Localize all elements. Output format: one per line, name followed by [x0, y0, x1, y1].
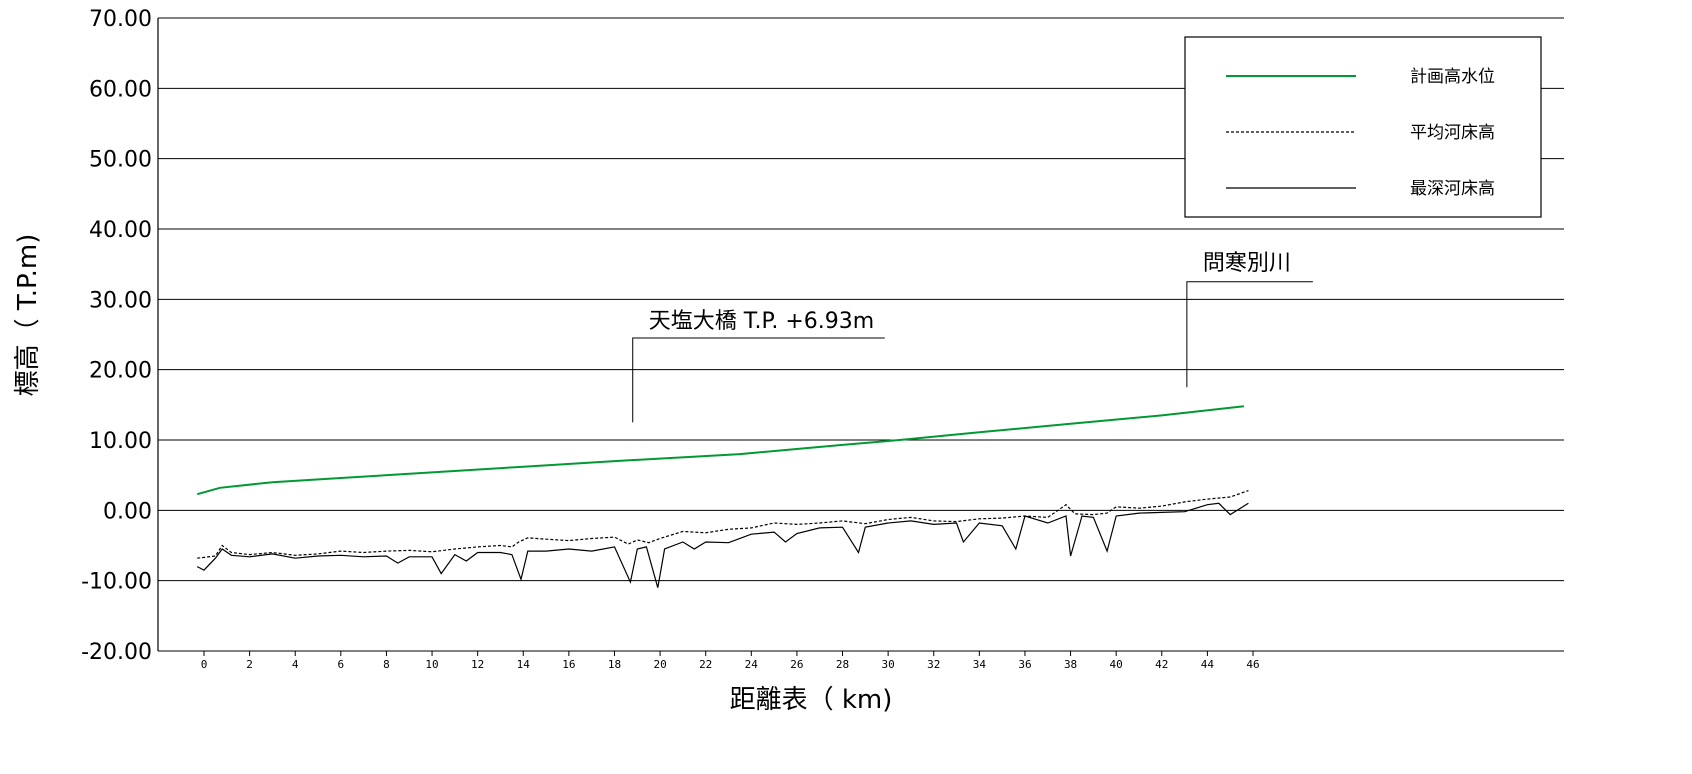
x-tick-label: 6	[338, 658, 345, 671]
x-tick-label: 10	[425, 658, 438, 671]
x-tick-label: 42	[1155, 658, 1168, 671]
x-tick-label: 32	[927, 658, 940, 671]
x-tick-label: 8	[383, 658, 390, 671]
grid-layer	[158, 17, 1564, 652]
series-line-3	[196, 502, 1249, 588]
x-tick-label: 20	[653, 658, 666, 671]
x-tick-label: 40	[1110, 658, 1123, 671]
x-tick-label: 12	[471, 658, 484, 671]
x-tick-label: 14	[517, 658, 531, 671]
axis-layer: 70.00 60.00 50.00 40.00 30.00 20.00 10.00 0.00 -…	[81, 7, 1263, 671]
x-tick-label: 0	[201, 658, 208, 671]
legend-label-1: 計画高水位	[1410, 67, 1495, 87]
x-tick-label: 28	[836, 658, 849, 671]
annotation-label: 天塩大橋 T.P. +6.93m	[649, 309, 875, 334]
x-tick-label: 2	[246, 658, 253, 671]
legend-label-3: 最深河床高	[1410, 179, 1495, 199]
y-tick-label: 50.00	[89, 148, 152, 173]
x-tick-label: 24	[745, 658, 759, 671]
y-tick-label: 10.00	[89, 429, 152, 454]
series-line-1	[196, 405, 1245, 496]
x-tick-label: 30	[882, 658, 895, 671]
y-tick-label: 0.00	[103, 499, 152, 524]
y-tick-label: 70.00	[89, 7, 152, 32]
y-tick-label: 40.00	[89, 218, 152, 243]
x-tick-label: 22	[699, 658, 712, 671]
y-tick-label: 30.00	[89, 288, 152, 313]
legend-box	[1184, 36, 1542, 218]
legend-label-2: 平均河床高	[1410, 123, 1495, 143]
x-tick-label: 36	[1018, 658, 1031, 671]
annotation-label: 問寒別川	[1203, 251, 1291, 276]
x-tick-label: 34	[973, 658, 987, 671]
y-tick-label: -20.00	[81, 640, 152, 665]
x-axis-title: 距離表（ km)	[730, 685, 893, 715]
x-tick-label: 44	[1201, 658, 1215, 671]
x-tick-label: 38	[1064, 658, 1077, 671]
series-line-2	[197, 490, 1249, 559]
y-tick-label: -10.00	[81, 570, 152, 595]
x-tick-label: 4	[292, 658, 299, 671]
x-tick-label: 46	[1246, 658, 1259, 671]
annotation-leader	[632, 337, 885, 423]
annotation-layer: 天塩大橋 T.P. +6.93m 問寒別川	[632, 251, 1313, 423]
x-tick-label: 26	[790, 658, 803, 671]
y-tick-label: 20.00	[89, 359, 152, 384]
y-axis-title: 標高（ T.P.m)	[13, 234, 43, 397]
y-tick-label: 60.00	[89, 77, 152, 102]
annotation-leader	[1186, 281, 1313, 388]
x-tick-label: 16	[562, 658, 575, 671]
x-tick-label: 18	[608, 658, 621, 671]
series-layer	[196, 405, 1249, 588]
